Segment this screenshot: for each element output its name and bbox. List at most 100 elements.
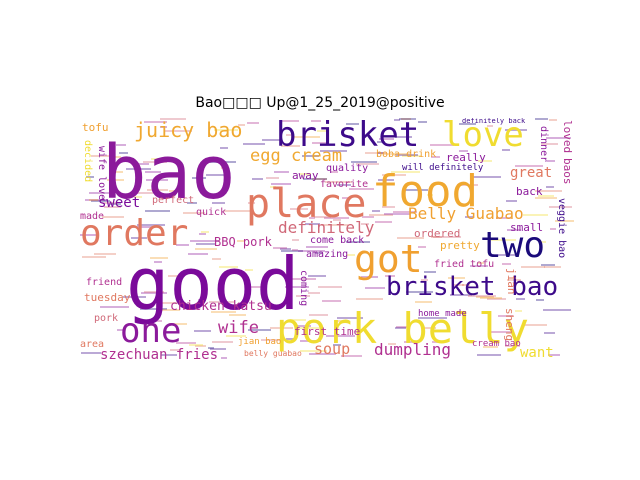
filler-mark (195, 345, 206, 347)
filler-mark (507, 279, 521, 281)
filler-mark (245, 286, 264, 288)
filler-mark (543, 309, 571, 311)
filler-mark (516, 298, 525, 300)
filler-mark (195, 248, 217, 250)
filler-mark (465, 216, 473, 218)
filler-mark (349, 188, 374, 190)
word-wife: wife (218, 318, 259, 338)
figure-title: Bao□□□ Up@1_25_2019@positive (195, 95, 445, 111)
filler-mark (333, 219, 341, 221)
filler-mark (346, 241, 370, 243)
filler-mark (136, 163, 149, 165)
word-chicken-katsu: chicken katsu (170, 299, 272, 314)
filler-mark (549, 206, 572, 208)
filler-mark (198, 299, 206, 301)
filler-mark (291, 136, 320, 138)
filler-mark (89, 192, 109, 194)
filler-mark (224, 210, 251, 212)
filler-mark (238, 124, 245, 126)
filler-mark (145, 171, 161, 173)
word-belly-guabao: Belly Guabao (408, 204, 524, 223)
filler-mark (505, 129, 527, 131)
filler-mark (82, 256, 106, 258)
filler-mark (538, 195, 554, 197)
filler-mark (356, 298, 383, 300)
filler-mark (261, 339, 285, 341)
filler-mark (498, 315, 513, 317)
filler-mark (361, 276, 378, 278)
filler-mark (404, 341, 414, 343)
filler-mark (311, 120, 321, 122)
filler-mark (102, 216, 124, 218)
filler-mark (459, 150, 468, 152)
filler-mark (262, 139, 280, 141)
filler-mark (473, 176, 501, 178)
filler-mark (488, 331, 513, 333)
filler-mark (248, 329, 271, 331)
filler-mark (391, 171, 420, 173)
filler-mark (431, 156, 440, 158)
filler-mark (385, 275, 395, 277)
filler-mark (544, 266, 561, 268)
filler-mark (214, 129, 238, 131)
filler-mark (555, 220, 574, 222)
word-really: really (446, 151, 486, 164)
word-egg-cream: egg cream (250, 146, 343, 166)
filler-mark (535, 190, 562, 192)
filler-mark (377, 141, 385, 143)
filler-mark (375, 221, 392, 223)
word-one: one (120, 311, 182, 351)
filler-mark (320, 150, 347, 152)
filler-mark (85, 199, 107, 201)
filler-mark (271, 183, 291, 185)
filler-mark (210, 161, 236, 163)
word-coming: coming (298, 270, 309, 307)
filler-mark (221, 167, 227, 169)
word-belly-guabao-small: belly guabao (244, 349, 302, 358)
filler-mark (309, 314, 328, 316)
filler-mark (337, 320, 349, 322)
filler-mark (382, 174, 406, 176)
filler-mark (388, 343, 396, 345)
word-juicy-bao: juicy bao (134, 118, 243, 142)
filler-mark (220, 147, 228, 149)
filler-mark (292, 249, 298, 251)
filler-mark (399, 118, 416, 120)
filler-mark (290, 319, 306, 321)
filler-mark (252, 178, 263, 180)
filler-mark (226, 335, 246, 337)
filler-mark (300, 173, 311, 175)
filler-mark (131, 237, 147, 239)
filler-mark (113, 156, 121, 158)
filler-mark (396, 326, 407, 328)
filler-mark (418, 121, 427, 123)
filler-mark (356, 163, 379, 165)
filler-mark (91, 155, 113, 157)
word-bbq-pork: BBQ pork (214, 235, 272, 249)
filler-mark (382, 206, 395, 208)
filler-mark (81, 352, 101, 354)
filler-mark (550, 228, 556, 230)
word-pork: pork (94, 313, 119, 324)
filler-mark (491, 239, 516, 241)
filler-mark (351, 161, 377, 163)
filler-mark (308, 292, 320, 294)
filler-mark (208, 347, 214, 349)
word-perfect: perfect (152, 195, 195, 206)
filler-mark (402, 155, 421, 157)
word-great: great (510, 165, 553, 181)
filler-mark (306, 246, 328, 248)
filler-mark (160, 118, 186, 120)
filler-mark (427, 194, 433, 196)
filler-mark (117, 329, 124, 331)
filler-mark (194, 330, 211, 332)
filler-mark (322, 300, 341, 302)
filler-mark (424, 271, 436, 273)
filler-mark (365, 287, 385, 289)
word-wife-love: wife love (96, 146, 107, 201)
filler-mark (487, 298, 506, 300)
filler-mark (190, 240, 219, 242)
filler-mark (315, 252, 323, 254)
filler-mark (303, 178, 327, 180)
filler-mark (183, 212, 205, 214)
